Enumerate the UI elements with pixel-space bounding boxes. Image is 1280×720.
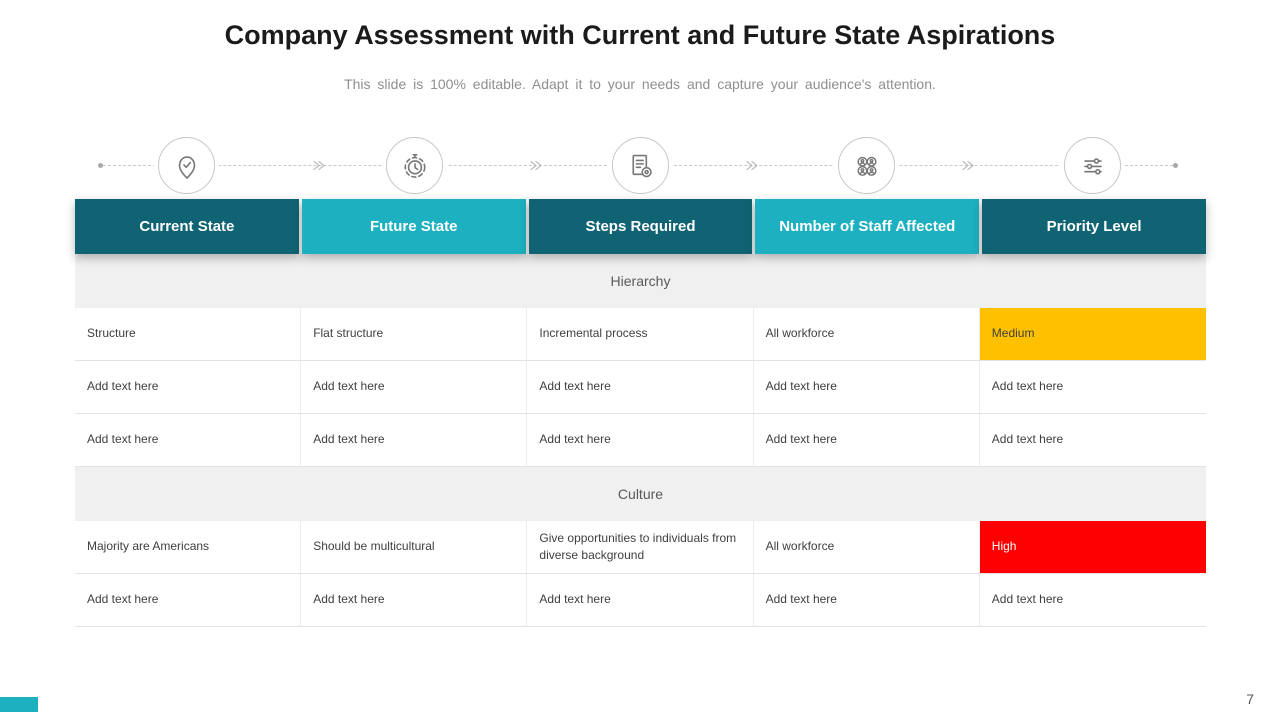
assessment-table: Current State Future State Steps Require… (75, 199, 1206, 627)
table-row: Add text here Add text here Add text her… (75, 574, 1206, 627)
corner-accent-bar (0, 697, 38, 712)
table-cell: Incremental process (527, 308, 754, 360)
chevron-right-icon (746, 160, 758, 171)
table-cell: Majority are Americans (75, 521, 302, 573)
timeline-node-future-state (386, 137, 443, 194)
timeline-node-current-state (158, 137, 215, 194)
column-header-future-state: Future State (301, 199, 526, 254)
table-cell: Add text here (301, 574, 528, 626)
location-check-icon (178, 155, 195, 179)
table-cell: Should be multicultural (301, 521, 528, 573)
process-timeline (0, 137, 1280, 195)
section-row-hierarchy: Hierarchy (75, 254, 1206, 308)
timeline-start-dot (98, 163, 103, 168)
sliders-icon (1083, 157, 1102, 175)
table-cell: Add text here (754, 361, 980, 413)
table-row: Add text here Add text here Add text her… (75, 414, 1206, 467)
chevron-right-icon (962, 160, 974, 171)
table-cell: Add text here (527, 414, 754, 466)
table-header-row: Current State Future State Steps Require… (75, 199, 1206, 254)
table-cell: Add text here (527, 574, 754, 626)
table-body: Hierarchy Structure Flat structure Incre… (75, 254, 1206, 627)
table-cell: Add text here (301, 361, 528, 413)
column-header-staff-affected: Number of Staff Affected (755, 199, 980, 254)
table-cell: Add text here (75, 361, 302, 413)
table-cell: Add text here (75, 414, 302, 466)
stopwatch-icon (403, 153, 426, 178)
table-row: Add text here Add text here Add text her… (75, 361, 1206, 414)
table-cell: Add text here (527, 361, 754, 413)
page-number: 7 (1246, 691, 1254, 707)
priority-cell: Add text here (991, 432, 1064, 447)
timeline-node-steps-required (612, 137, 669, 194)
priority-cell: High (979, 521, 1206, 573)
table-cell: Add text here (754, 414, 980, 466)
priority-cell: Medium (979, 308, 1206, 360)
table-cell: All workforce (754, 308, 980, 360)
timeline-node-priority-level (1064, 137, 1121, 194)
page-title: Company Assessment with Current and Futu… (224, 20, 1056, 50)
table-cell: Give opportunities to individuals from d… (527, 521, 754, 573)
table-row: Structure Flat structure Incremental pro… (75, 308, 1206, 361)
section-row-culture: Culture (75, 467, 1206, 521)
table-cell: Add text here (301, 414, 528, 466)
timeline-node-staff-affected (838, 137, 895, 194)
chevron-right-icon (313, 160, 325, 171)
column-header-steps-required: Steps Required (528, 199, 753, 254)
timeline-end-dot (1173, 163, 1178, 168)
column-header-priority-level: Priority Level (982, 199, 1206, 254)
chevron-right-icon (530, 160, 542, 171)
priority-cell: Add text here (991, 592, 1064, 607)
table-row: Majority are Americans Should be multicu… (75, 521, 1206, 574)
priority-cell: Add text here (991, 379, 1064, 394)
column-header-current-state: Current State (75, 199, 299, 254)
slide-subtitle: This slide is 100% editable. Adapt it to… (344, 76, 936, 92)
table-cell: Structure (75, 308, 302, 360)
table-cell: Flat structure (301, 308, 528, 360)
document-gear-icon (631, 154, 652, 177)
table-cell: Add text here (75, 574, 302, 626)
table-cell: All workforce (754, 521, 980, 573)
table-cell: Add text here (754, 574, 980, 626)
team-icon (856, 156, 877, 176)
